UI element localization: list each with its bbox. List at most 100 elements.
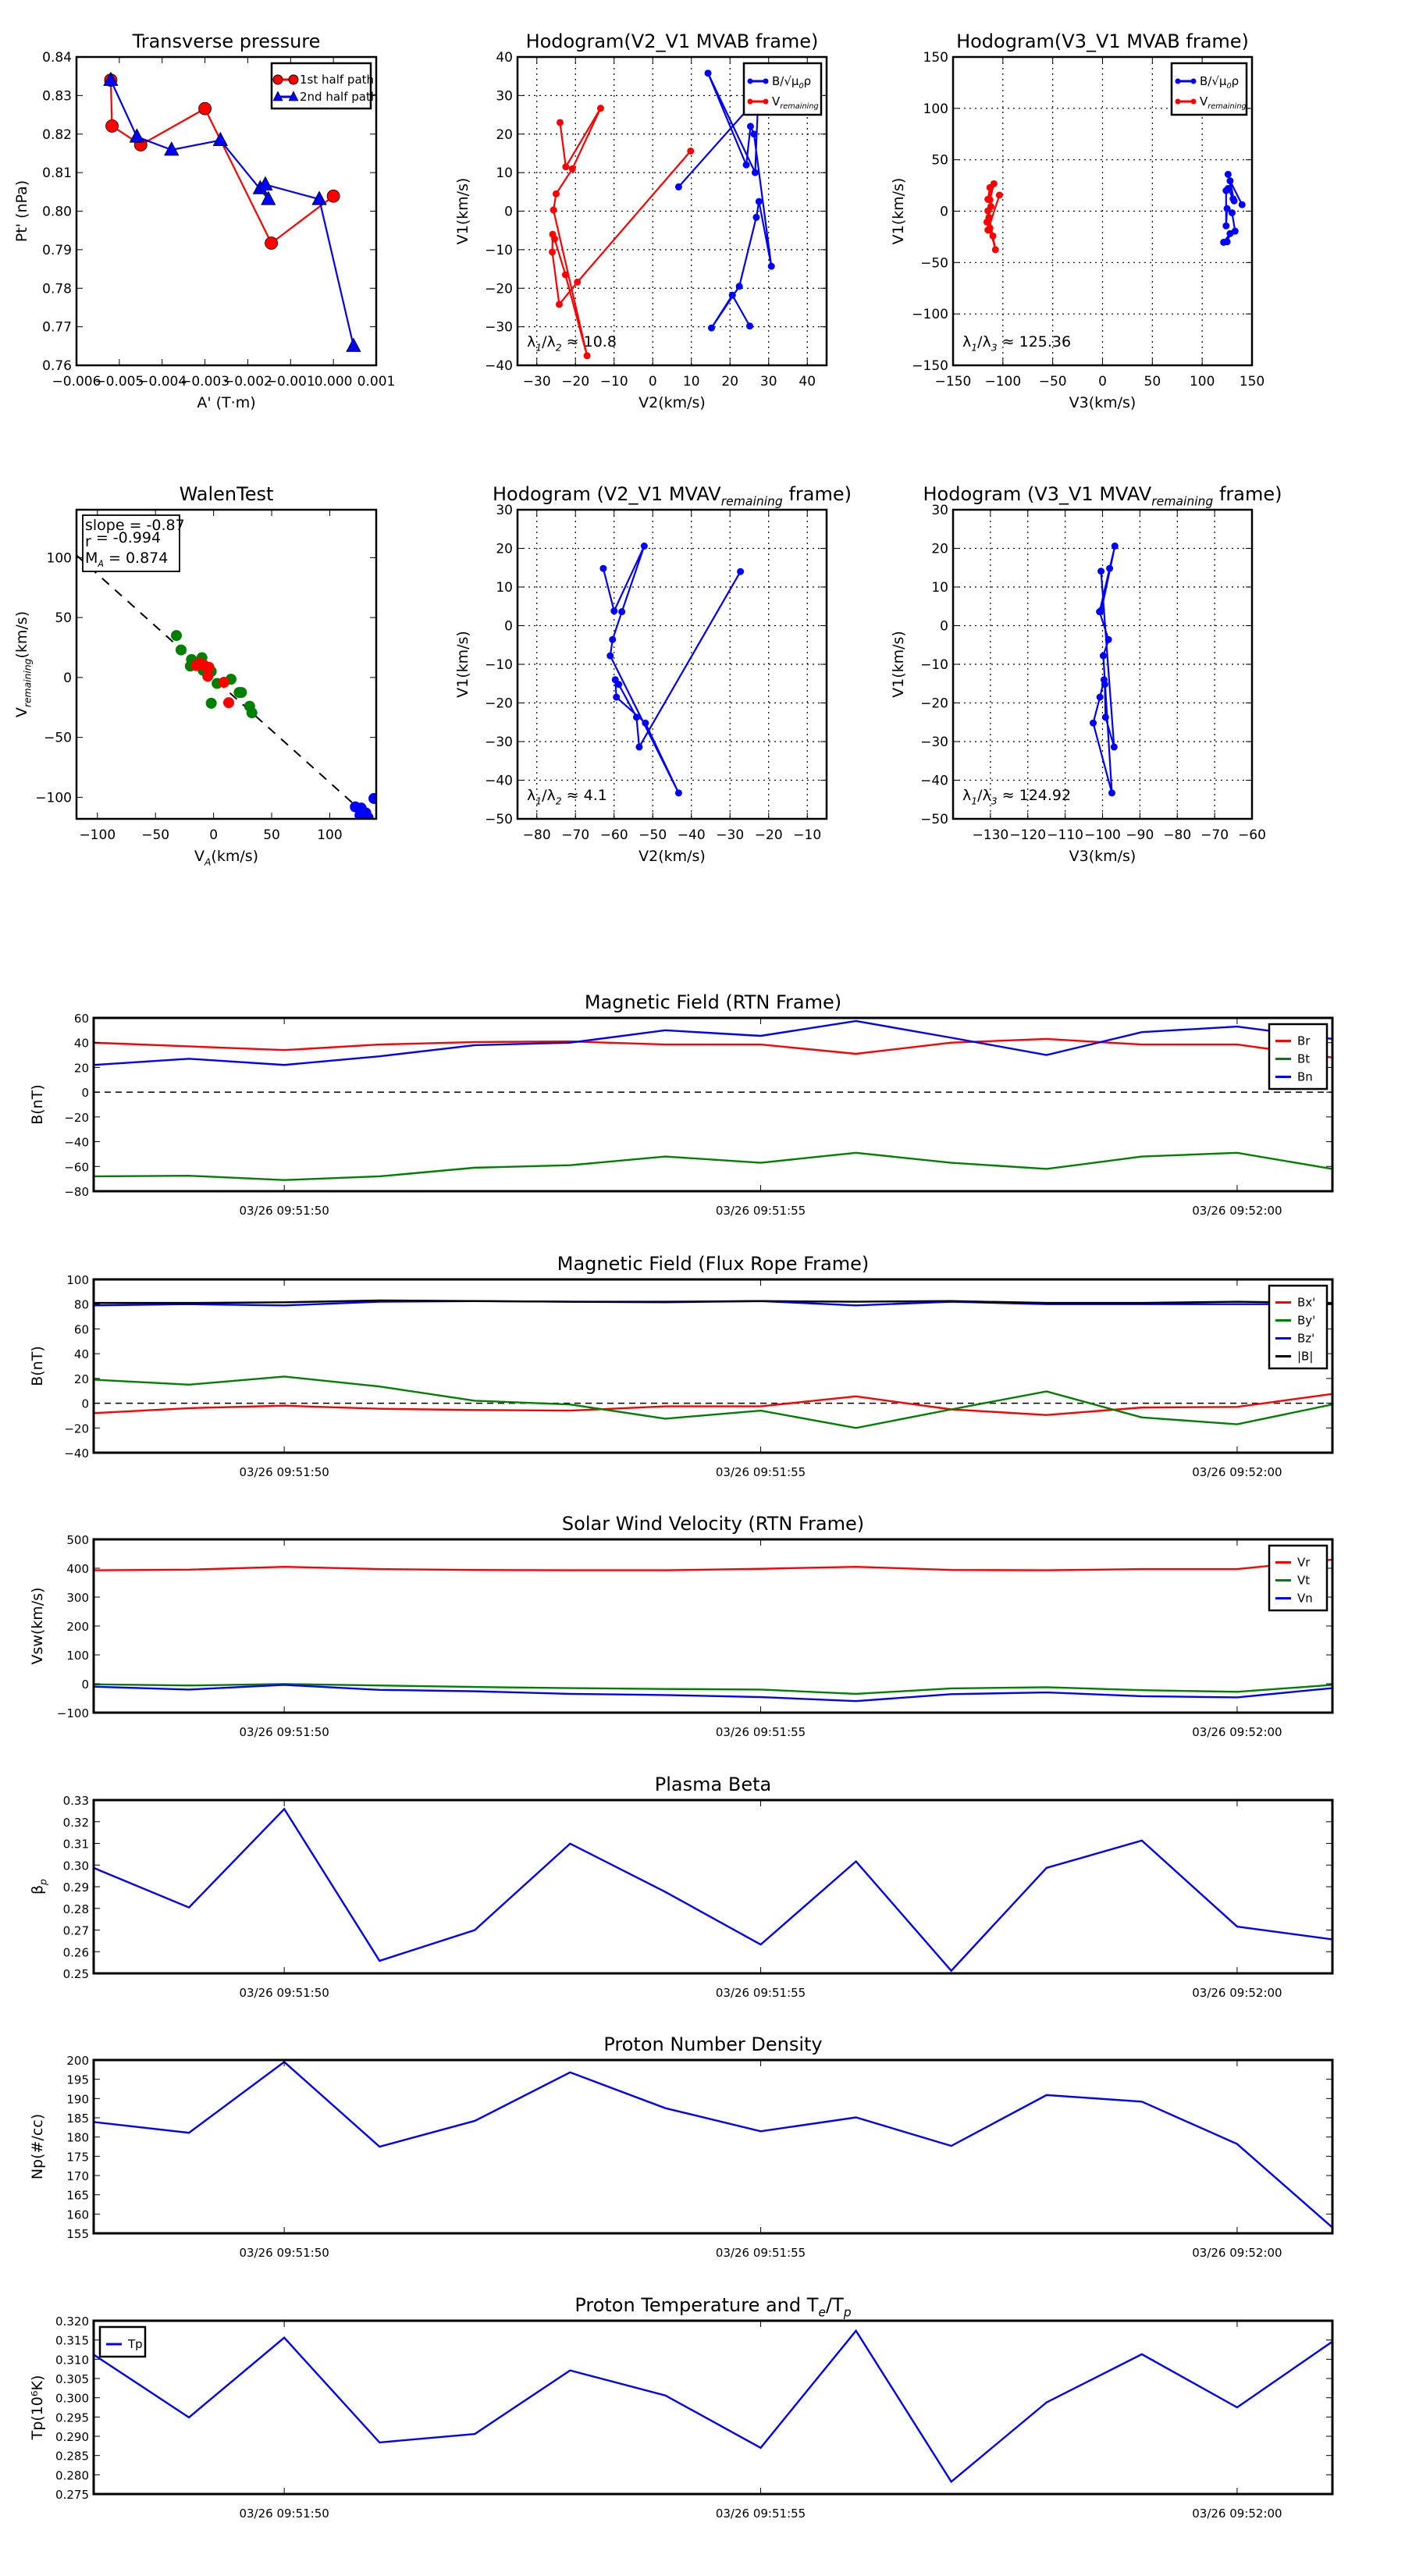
x-tick-label: 03/26 09:51:55: [716, 1986, 806, 2000]
y-axis-label: Pt' (nPa): [13, 180, 30, 242]
stats-line: MA = 0.874: [85, 550, 168, 569]
y-tick-label: 0: [81, 1678, 89, 1692]
y-tick-label: −20: [485, 281, 513, 297]
legend-marker: [763, 78, 769, 84]
legend-marker: [747, 78, 753, 84]
x-tick-label: 03/26 09:52:00: [1192, 2246, 1282, 2260]
chart-title: Hodogram(V2_V1 MVAB frame): [526, 30, 819, 52]
x-tick-label: −50: [638, 827, 667, 843]
chart-title: Proton Number Density: [603, 2033, 822, 2055]
data-point: [105, 119, 119, 133]
data-point: [203, 661, 215, 673]
data-point: [687, 147, 695, 155]
axes-frame: [92, 2058, 1334, 2235]
text-part: ≈ 125.36: [998, 333, 1071, 350]
plot-area: [518, 57, 827, 365]
data-point: [767, 262, 775, 270]
x-tick-label: −20: [561, 374, 589, 390]
y-tick-label: 0.78: [42, 281, 72, 297]
y-tick-label: 0.76: [42, 358, 72, 374]
data-point: [222, 697, 234, 709]
data-point: [635, 743, 643, 751]
text-part: λ: [527, 333, 535, 350]
y-tick-label: 0.32: [63, 1816, 89, 1830]
hodogram-v3-v1-mvab-chart: −150 −100 −50 0 50 100 150 −150 −100 −50 0 50 100 150…: [890, 30, 1264, 411]
y-tick-label: −40: [920, 774, 948, 789]
y-axis-label: V1(km/s): [454, 178, 471, 245]
y-tick-label: 0: [940, 619, 948, 635]
y-axis-label: Vsw(km/s): [29, 1587, 46, 1664]
series-2: [94, 1019, 1332, 1066]
x-tick-label: 03/26 09:51:55: [716, 2507, 806, 2521]
text-part: (km/s): [211, 848, 258, 865]
y-tick-label: 60: [74, 1322, 89, 1336]
legend-marker: [1190, 98, 1197, 105]
y-tick-label: 0.320: [55, 2314, 89, 2329]
magnetic-field-flux-rope-chart: 03/26 09:51:50 03/26 09:51:55 03/26 09:52:…: [29, 1253, 1334, 1479]
plot-area: [94, 1807, 1332, 1973]
series-line: [678, 73, 773, 329]
y-tick-label: −80: [64, 1185, 89, 1199]
legend-label: Bx': [1297, 1296, 1315, 1310]
y-tick-label: 200: [66, 1620, 89, 1634]
y-axis-label: βp: [29, 1879, 48, 1895]
data-point: [984, 226, 992, 234]
y-tick-label: 0.27: [63, 1924, 89, 1938]
y-tick-label: −100: [35, 790, 72, 806]
y-tick-label: 40: [74, 1037, 89, 1051]
y-axis-label: V1(km/s): [890, 631, 907, 698]
legend-label: Tp: [127, 2337, 143, 2351]
subscript: A: [204, 856, 211, 867]
data-point: [984, 207, 992, 215]
y-tick-label: 20: [74, 1061, 89, 1075]
y-tick-label: −100: [912, 307, 948, 322]
y-tick-label: 0.26: [63, 1945, 89, 1959]
legend-marker: [1190, 78, 1197, 84]
plot-area: [94, 1299, 1332, 1429]
y-tick-label: 30: [931, 503, 948, 518]
text-part: ρ: [1232, 74, 1240, 88]
x-tick-label: −30: [523, 374, 551, 390]
series-0: [94, 2329, 1332, 2484]
series-line: [1092, 546, 1116, 794]
data-point: [674, 183, 682, 190]
text-part: Hodogram (V2_V1 MVAV: [493, 483, 721, 505]
data-point: [246, 707, 258, 719]
data-point: [704, 69, 712, 77]
hodogram-v2-v1-mvab-chart: −30 −20 −10 0 10 20 30 40−40−30−20−10010203040H…: [454, 30, 828, 411]
data-point: [265, 237, 279, 250]
text-part: /λ: [542, 787, 556, 804]
y-tick-label: 30: [496, 503, 513, 518]
x-tick-label: −110: [1047, 827, 1083, 843]
data-point: [261, 190, 276, 205]
chart-title: Magnetic Field (Flux Rope Frame): [557, 1253, 869, 1275]
text-part: /T: [826, 2294, 844, 2316]
data-point: [103, 71, 119, 87]
text-part: frame): [783, 483, 852, 505]
data-point: [615, 681, 623, 688]
legend: Tp: [98, 2325, 147, 2358]
legend-label: Bt: [1297, 1052, 1310, 1066]
y-tick-label: −10: [485, 657, 513, 673]
y-tick-label: 100: [923, 101, 948, 117]
text-part: /λ: [977, 787, 991, 804]
data-point: [750, 130, 758, 138]
y-tick-label: 160: [66, 2208, 89, 2222]
y-tick-label: 150: [923, 50, 948, 66]
series-line: [94, 1393, 1332, 1416]
legend-label: By': [1297, 1314, 1315, 1328]
text-part: ρ: [804, 74, 812, 88]
data-point: [599, 564, 607, 572]
series-1: [983, 180, 1003, 254]
chart-title: Proton Temperature and Te/Tp: [574, 2294, 851, 2320]
legend-label: 1st half path: [300, 73, 374, 87]
x-tick-label: −130: [973, 827, 1009, 843]
x-tick-label: 50: [263, 827, 280, 843]
series-1: [94, 1375, 1332, 1429]
y-tick-label: 0.285: [55, 2450, 89, 2464]
x-tick-label: 100: [1190, 374, 1215, 390]
x-tick-label: 03/26 09:52:00: [1192, 1725, 1282, 1739]
data-point: [574, 278, 582, 286]
data-point: [674, 789, 682, 797]
series-line: [94, 1807, 1332, 1973]
